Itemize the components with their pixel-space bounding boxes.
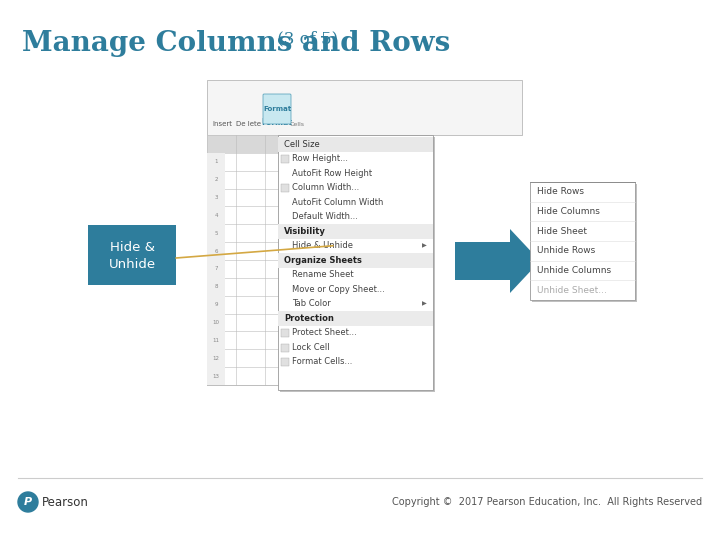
Text: 3: 3 xyxy=(215,195,217,200)
Text: ▶: ▶ xyxy=(422,243,427,248)
Text: (3 of 5): (3 of 5) xyxy=(271,30,338,47)
Text: 7: 7 xyxy=(215,266,217,272)
Text: Rename Sheet: Rename Sheet xyxy=(292,270,354,279)
Text: Cells: Cells xyxy=(289,122,305,127)
FancyBboxPatch shape xyxy=(280,137,435,392)
Text: Unhide Columns: Unhide Columns xyxy=(537,266,611,275)
Text: 8: 8 xyxy=(215,284,217,289)
Text: Hide & Unhide: Hide & Unhide xyxy=(292,241,353,250)
Text: Cell Size: Cell Size xyxy=(284,140,320,149)
FancyBboxPatch shape xyxy=(530,182,635,300)
Text: Insert: Insert xyxy=(212,121,232,127)
Text: 2: 2 xyxy=(215,177,217,182)
Text: Hide &: Hide & xyxy=(109,241,155,254)
FancyBboxPatch shape xyxy=(281,184,289,192)
Text: Pearson: Pearson xyxy=(42,496,89,509)
FancyBboxPatch shape xyxy=(532,184,637,302)
FancyBboxPatch shape xyxy=(278,224,433,239)
Text: 12: 12 xyxy=(212,356,220,361)
FancyBboxPatch shape xyxy=(207,153,225,385)
FancyBboxPatch shape xyxy=(278,311,433,326)
Text: AutoFit Column Width: AutoFit Column Width xyxy=(292,198,383,207)
Text: Hide Sheet: Hide Sheet xyxy=(537,227,587,235)
Text: Tab Color: Tab Color xyxy=(292,299,330,308)
FancyBboxPatch shape xyxy=(207,135,322,153)
Text: Lock Cell: Lock Cell xyxy=(292,343,330,352)
Text: Column Width...: Column Width... xyxy=(292,183,359,192)
Text: Hide Columns: Hide Columns xyxy=(537,207,600,216)
Text: Protection: Protection xyxy=(284,314,334,323)
FancyBboxPatch shape xyxy=(281,358,289,366)
FancyBboxPatch shape xyxy=(281,329,289,337)
Text: 13: 13 xyxy=(212,374,220,379)
Text: 9: 9 xyxy=(215,302,217,307)
FancyBboxPatch shape xyxy=(88,225,176,285)
Text: 1: 1 xyxy=(215,159,217,164)
FancyBboxPatch shape xyxy=(278,253,433,267)
Text: Format: Format xyxy=(261,118,292,127)
FancyBboxPatch shape xyxy=(281,343,289,352)
Text: Unhide Rows: Unhide Rows xyxy=(537,246,595,255)
Text: De lete: De lete xyxy=(236,121,261,127)
FancyBboxPatch shape xyxy=(278,135,433,390)
FancyBboxPatch shape xyxy=(278,137,433,152)
Text: 6: 6 xyxy=(215,248,217,254)
Text: Format Cells...: Format Cells... xyxy=(292,357,352,366)
Text: Manage Columns and Rows: Manage Columns and Rows xyxy=(22,30,450,57)
Text: ▶: ▶ xyxy=(422,301,427,306)
Text: Row Height...: Row Height... xyxy=(292,154,348,163)
Text: Organize Sheets: Organize Sheets xyxy=(284,256,362,265)
Text: P: P xyxy=(24,497,32,507)
Text: 5: 5 xyxy=(215,231,217,236)
Polygon shape xyxy=(455,229,540,293)
FancyBboxPatch shape xyxy=(263,94,291,124)
Text: Protect Sheet...: Protect Sheet... xyxy=(292,328,356,338)
Text: Format: Format xyxy=(263,106,291,112)
Text: 10: 10 xyxy=(212,320,220,325)
Text: Unhide: Unhide xyxy=(109,258,156,271)
Text: Move or Copy Sheet...: Move or Copy Sheet... xyxy=(292,285,384,294)
Text: Unhide Sheet...: Unhide Sheet... xyxy=(537,286,607,295)
FancyBboxPatch shape xyxy=(207,80,522,135)
Text: Hide Rows: Hide Rows xyxy=(537,187,584,197)
Text: AutoFit Row Height: AutoFit Row Height xyxy=(292,168,372,178)
Text: 4: 4 xyxy=(215,213,217,218)
FancyBboxPatch shape xyxy=(207,135,322,385)
Text: Copyright ©  2017 Pearson Education, Inc.  All Rights Reserved: Copyright © 2017 Pearson Education, Inc.… xyxy=(392,497,702,507)
Text: Default Width...: Default Width... xyxy=(292,212,358,221)
Text: Visibility: Visibility xyxy=(284,227,326,236)
Text: 11: 11 xyxy=(212,338,220,343)
FancyBboxPatch shape xyxy=(281,155,289,163)
Circle shape xyxy=(18,492,38,512)
